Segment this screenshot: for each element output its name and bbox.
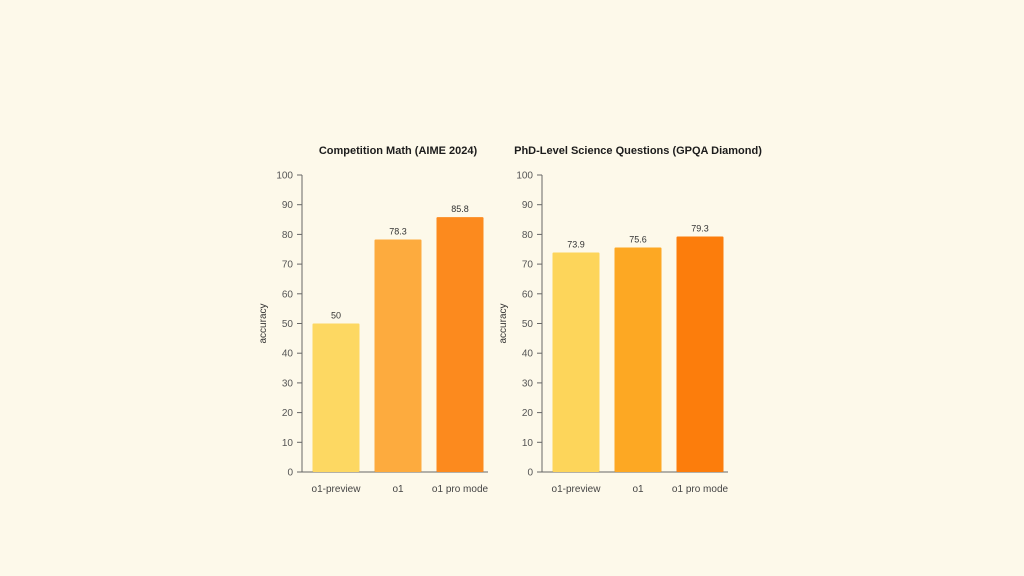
bar-o1 <box>614 247 662 472</box>
bar-o1-preview <box>552 252 600 472</box>
x-category-label: o1 pro mode <box>432 484 489 495</box>
bar-o1 <box>374 239 422 472</box>
y-tick-label: 90 <box>282 200 294 211</box>
bar-value-label: 78.3 <box>389 226 407 236</box>
y-tick-label: 40 <box>282 349 294 360</box>
bar-o1-pro-mode <box>676 236 724 472</box>
y-tick-label: 40 <box>522 349 534 360</box>
y-tick-label: 10 <box>282 438 294 449</box>
x-category-label: o1 pro mode <box>672 484 729 495</box>
y-tick-label: 50 <box>282 319 294 330</box>
chart-title: PhD-Level Science Questions (GPQA Diamon… <box>514 145 762 157</box>
x-category-label: o1-preview <box>552 484 602 495</box>
chart-svg: Competition Math (AIME 2024) 0 10 20 30 40 50 6… <box>258 145 489 495</box>
y-tick-label: 30 <box>522 378 534 389</box>
y-axis-label: accuracy <box>498 303 509 343</box>
y-tick-label: 70 <box>522 260 534 271</box>
chart-phd-science: PhD-Level Science Questions (GPQA Diamon… <box>498 130 762 510</box>
y-axis-label: accuracy <box>258 303 269 343</box>
bar-value-label: 79.3 <box>691 223 709 233</box>
chart-title: Competition Math (AIME 2024) <box>319 145 478 157</box>
x-category-label: o1 <box>392 484 404 495</box>
y-tick-label: 100 <box>516 171 533 182</box>
y-tick-label: 90 <box>522 200 534 211</box>
y-tick-label: 30 <box>282 378 294 389</box>
bar-value-label: 75.6 <box>629 234 647 244</box>
bar-value-label: 50 <box>331 311 341 321</box>
y-tick-label: 100 <box>276 171 293 182</box>
bar-o1-preview <box>312 323 360 472</box>
y-tick-label: 50 <box>522 319 534 330</box>
y-tick-label: 80 <box>282 230 294 241</box>
y-tick-label: 0 <box>287 468 293 479</box>
chart-competition-math: Competition Math (AIME 2024) 0 10 20 30 40 50 6… <box>258 130 500 510</box>
y-tick-label: 10 <box>522 438 534 449</box>
bar-value-label: 85.8 <box>451 204 469 214</box>
y-tick-label: 70 <box>282 260 294 271</box>
y-tick-label: 60 <box>282 289 294 300</box>
x-category-label: o1 <box>632 484 644 495</box>
y-tick-label: 0 <box>527 468 533 479</box>
x-category-label: o1-preview <box>312 484 362 495</box>
chart-svg: PhD-Level Science Questions (GPQA Diamon… <box>498 145 762 495</box>
y-tick-label: 60 <box>522 289 534 300</box>
y-tick-label: 20 <box>522 408 534 419</box>
bar-o1-pro-mode <box>436 217 484 472</box>
y-tick-label: 20 <box>282 408 294 419</box>
y-tick-label: 80 <box>522 230 534 241</box>
bar-value-label: 73.9 <box>567 240 585 250</box>
